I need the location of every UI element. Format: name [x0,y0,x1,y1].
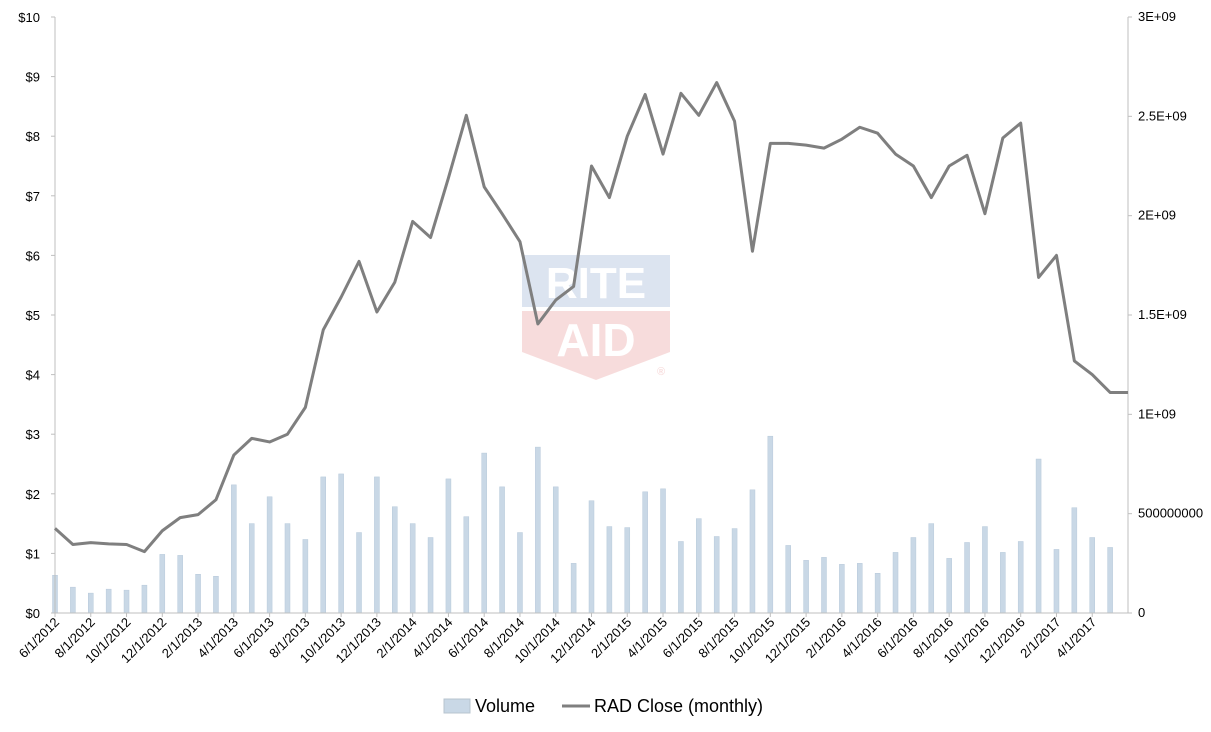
left-tick-label: $4 [26,368,40,383]
logo-red-shield [522,311,670,380]
right-tick-label: 1E+09 [1138,406,1176,421]
right-tick-label: 2.5E+09 [1138,108,1187,123]
volume-bar [731,528,738,614]
volume-bar [266,496,273,614]
left-tick-label: $6 [26,248,40,263]
right-axis-ticks: 0 500000000 1E+09 1.5E+09 2E+09 2.5E+09 3E+09 [1128,9,1203,620]
volume-bar [499,486,505,614]
volume-bar [481,452,487,614]
volume-bar [409,523,416,614]
x-axis-ticks: 6/1/20128/1/201210/1/201212/1/20122/1/20… [16,613,1099,666]
right-tick-label: 3E+09 [1138,9,1176,24]
left-tick-label: $9 [26,70,40,85]
volume-bar [982,526,988,614]
logo-line2: AID [556,314,635,366]
volume-bar [356,532,362,614]
volume-bar [1071,507,1078,614]
volume-bar [892,552,899,614]
volume-bar [910,537,917,614]
right-tick-label: 0 [1138,605,1145,620]
volume-bar [624,527,631,614]
volume-bar [320,476,326,614]
volume-bar [964,542,970,614]
volume-bar [302,539,309,614]
legend-volume-label: Volume [475,696,535,716]
legend-close-label: RAD Close (monthly) [594,696,763,716]
volume-bar [821,557,827,614]
volume-bar [570,563,577,614]
volume-bar [427,537,434,614]
rite-aid-logo-watermark: RITE AID ® [522,255,670,380]
volume-bar [88,592,94,614]
volume-bar [338,473,344,614]
volume-bar [785,545,791,614]
close-line-layer [53,81,1128,554]
right-tick-label: 500000000 [1138,506,1203,521]
volume-bar [177,555,183,614]
volume-bar [70,586,76,614]
left-tick-label: $2 [26,487,40,502]
left-tick-label: $1 [26,546,40,561]
volume-bar [606,526,613,614]
volume-bar [767,435,774,614]
volume-bar [392,506,398,614]
volume-bar [1107,547,1113,614]
volume-bar [159,554,166,614]
volume-bar [463,516,470,614]
left-axis-ticks: $0 $1 $2 $3 $4 $5 $6 $7 $8 $9 $10 [18,10,55,621]
volume-bar [552,486,559,614]
right-tick-label: 1.5E+09 [1138,307,1187,322]
volume-bar [1035,458,1042,614]
volume-bar [857,563,863,614]
volume-bar [1000,552,1006,614]
volume-bar [839,564,845,614]
right-tick-label: 2E+09 [1138,208,1176,223]
left-tick-label: $3 [26,427,40,442]
volume-bar [642,491,648,614]
left-tick-label: $7 [26,189,40,204]
volume-bar [749,489,756,614]
volume-bar [713,536,720,614]
volume-bar [231,484,237,614]
logo-blue-panel [522,255,670,307]
volume-bar [946,558,952,614]
volume-bar [248,523,255,614]
volume-bar [1089,537,1095,614]
left-tick-label: $0 [26,606,40,621]
close-price-line [53,81,1128,554]
left-tick-label: $5 [26,308,40,323]
volume-bar [195,574,201,614]
volume-bar [517,532,523,614]
volume-bar [123,589,130,614]
legend: Volume RAD Close (monthly) [443,696,763,716]
logo-line1: RITE [546,259,646,308]
volume-bar [1017,541,1024,614]
volume-bar [874,573,881,614]
volume-bar [445,478,452,614]
volume-bar [1053,549,1060,614]
volume-bar [535,446,541,614]
legend-volume-swatch [443,698,471,714]
volume-bars [52,435,1113,614]
volume-bar [105,588,112,614]
volume-bar [141,584,148,614]
left-tick-label: $10 [18,10,40,25]
volume-bar [284,523,291,614]
volume-bar [928,523,935,614]
volume-bar [374,476,380,614]
volume-bar [696,518,702,614]
volume-bar [660,488,666,614]
logo-registered: ® [657,366,665,378]
left-tick-label: $8 [26,129,40,144]
volume-bar [678,541,684,614]
volume-bar [803,560,809,614]
volume-bar [588,500,595,614]
volume-bar [213,576,219,614]
